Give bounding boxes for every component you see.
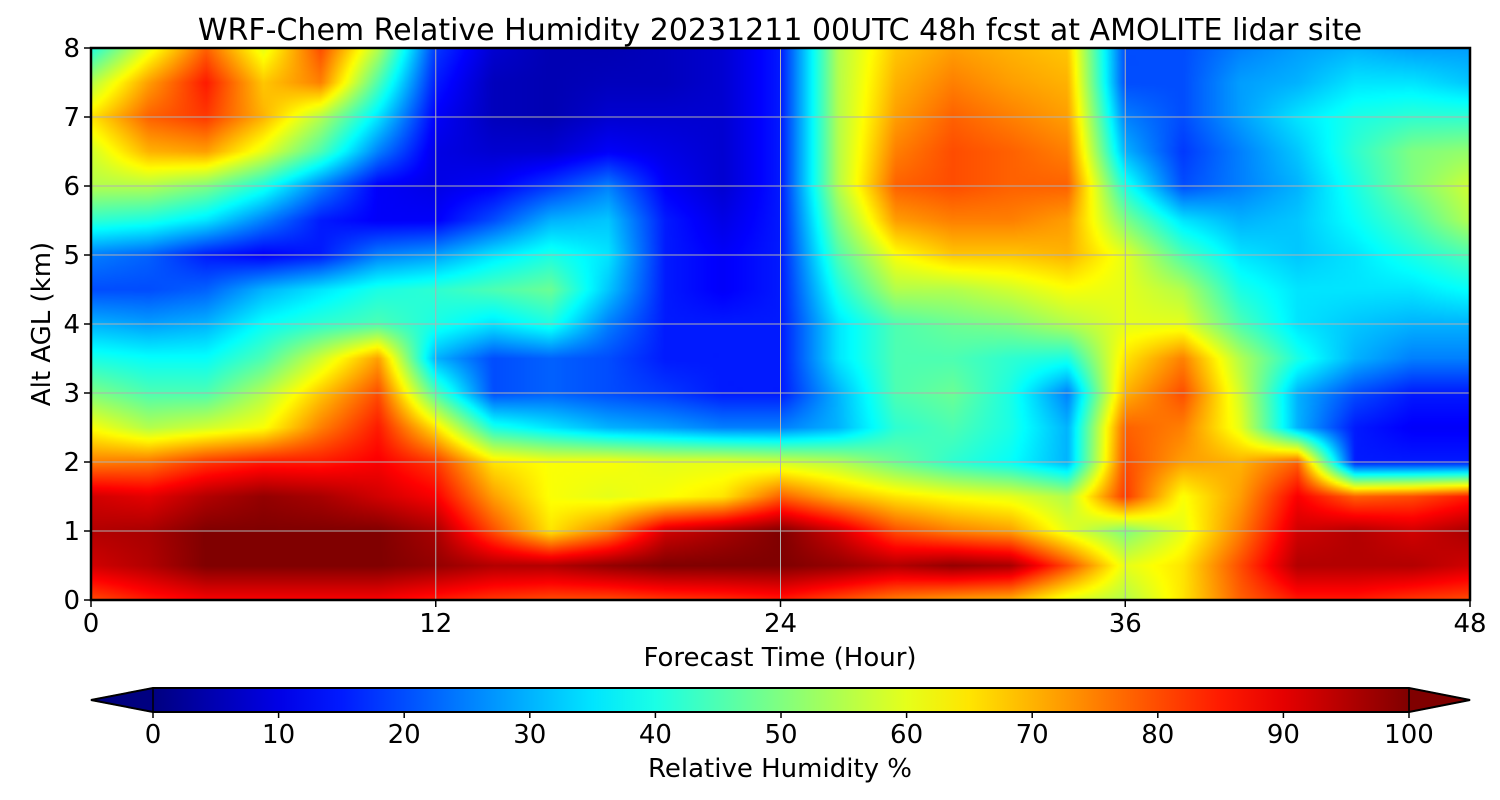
x-tick-label: 48 (1453, 609, 1486, 639)
colorbar: 0 10 20 30 40 50 60 70 80 90 100 Relative Humidity… (90, 687, 1471, 784)
y-tick-label: 5 (63, 241, 80, 271)
y-tick-label: 4 (63, 310, 80, 340)
colorbar-tick-label: 100 (1384, 720, 1434, 750)
colorbar-tick-label: 40 (639, 720, 672, 750)
y-tick-label: 0 (63, 586, 80, 616)
x-tick-label: 36 (1109, 609, 1142, 639)
x-tick-label: 0 (83, 609, 100, 639)
y-tick-label: 7 (63, 103, 80, 133)
x-tick-label: 24 (764, 609, 797, 639)
y-axis-ticks: 0 1 2 3 4 5 6 7 8 (63, 34, 91, 616)
colorbar-body (153, 688, 1409, 712)
colorbar-tick-label: 10 (262, 720, 295, 750)
y-tick-label: 6 (63, 172, 80, 202)
y-axis-label: Alt AGL (km) (27, 242, 57, 406)
y-tick-label: 2 (63, 448, 80, 478)
colorbar-tick-label: 90 (1267, 720, 1300, 750)
colorbar-tick-label: 0 (145, 720, 162, 750)
colorbar-tick-label: 60 (890, 720, 923, 750)
colorbar-tick-label: 30 (513, 720, 546, 750)
chart-title: WRF-Chem Relative Humidity 20231211 00UT… (198, 13, 1362, 48)
colorbar-extend-high (1408, 687, 1471, 713)
colorbar-tick-label: 80 (1141, 720, 1174, 750)
colorbar-extend-low (90, 687, 154, 713)
colorbar-ticks: 0 10 20 30 40 50 60 70 80 90 100 (145, 712, 1434, 750)
colorbar-label: Relative Humidity % (648, 754, 912, 784)
x-tick-label: 12 (419, 609, 452, 639)
colorbar-tick-label: 50 (764, 720, 797, 750)
x-axis-ticks: 0 12 24 36 48 (83, 600, 1487, 639)
y-tick-label: 3 (63, 379, 80, 409)
colorbar-tick-label: 20 (388, 720, 421, 750)
colorbar-tick-label: 70 (1016, 720, 1049, 750)
y-tick-label: 1 (63, 517, 80, 547)
y-tick-label: 8 (63, 34, 80, 64)
x-axis-label: Forecast Time (Hour) (643, 643, 916, 673)
